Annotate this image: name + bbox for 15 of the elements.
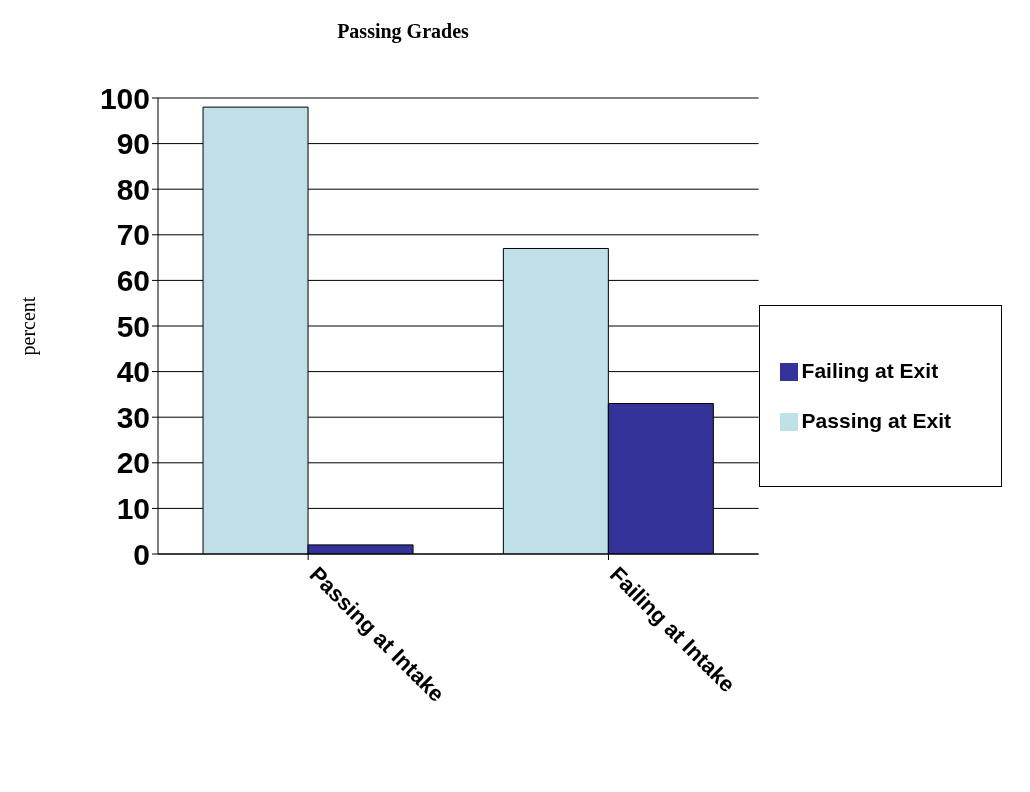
y-axis-title: percent: [17, 296, 41, 356]
legend-label: Passing at Exit: [801, 409, 951, 432]
legend-label: Failing at Exit: [801, 359, 939, 382]
y-tick-label: 80: [116, 172, 150, 206]
y-tick-label: 30: [116, 400, 150, 434]
y-tick-label: 100: [99, 81, 150, 115]
y-tick-label: 40: [116, 355, 150, 389]
y-tick-label: 90: [116, 127, 150, 161]
y-tick-label: 50: [116, 309, 150, 343]
y-tick-label: 20: [116, 446, 150, 480]
y-tick-label: 60: [116, 264, 150, 298]
chart-title: Passing Grades: [336, 20, 470, 43]
y-tick-label: 70: [116, 218, 150, 252]
y-tick-label: 10: [116, 492, 150, 526]
y-tick-label: 0: [133, 537, 150, 571]
